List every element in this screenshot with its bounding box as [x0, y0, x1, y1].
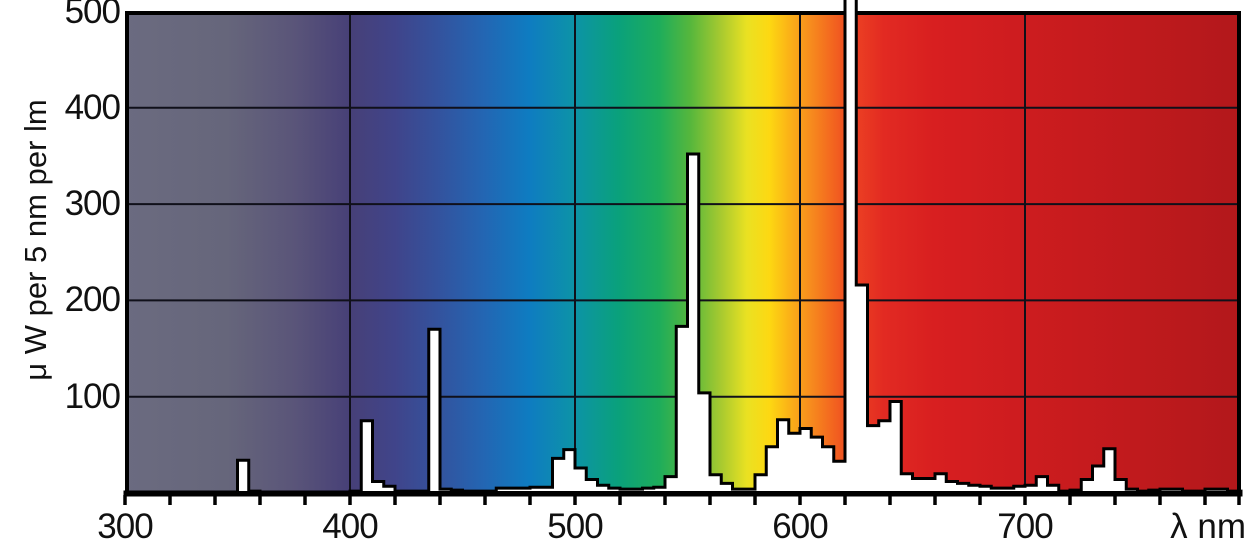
x-tick-label-500: 500	[547, 507, 603, 546]
y-tick-label-400: 400	[64, 87, 121, 127]
y-tick-label-200: 200	[64, 280, 121, 320]
x-tick-label-600: 600	[772, 507, 828, 546]
x-tick-label-700: 700	[997, 507, 1053, 546]
x-tick-label-300: 300	[97, 507, 153, 546]
y-tick-label-300: 300	[64, 184, 121, 224]
y-tick-label-100: 100	[64, 376, 121, 416]
y-axis-title: μ W per 5 nm per lm	[18, 99, 53, 381]
spectrum-histogram	[123, 0, 1243, 497]
x-tick-label-400: 400	[322, 507, 378, 546]
x-axis-unit-label: λ nm	[1170, 507, 1246, 546]
y-tick-label-500: 500	[64, 0, 121, 31]
